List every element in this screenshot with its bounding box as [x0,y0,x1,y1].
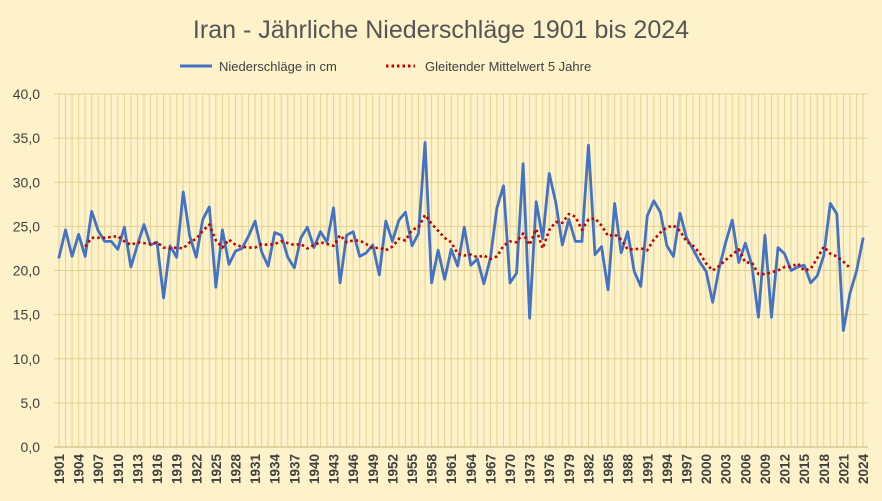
x-tick-label: 2009 [758,454,773,484]
x-tick-label: 1946 [346,454,361,485]
legend-item-mittelwert: Gleitender Mittelwert 5 Jahre [386,59,591,74]
x-tick-label: 1937 [287,454,302,484]
x-tick-label: 2000 [699,454,714,484]
y-tick-label: 0,0 [21,439,41,455]
x-tick-label: 1925 [209,454,224,485]
series-line-mittelwert [84,212,851,276]
x-tick-label: 1964 [464,454,479,485]
x-tick-label: 1922 [189,454,204,484]
y-tick-label: 20,0 [13,263,40,279]
axes: 0,0 5,0 10,0 15,0 20,0 25,0 30,0 35,0 40,0 1901 19… [13,86,871,484]
x-tick-label: 2021 [836,454,851,485]
x-tick-label: 1919 [170,454,185,484]
x-tick-label: 1967 [483,454,498,484]
y-tick-label: 15,0 [13,307,40,323]
legend-label-niederschlaege: Niederschläge in cm [219,59,337,74]
x-tick-label: 2006 [738,454,753,485]
y-tick-label: 40,0 [13,86,40,102]
x-tick-label: 1952 [385,454,400,484]
x-tick-label: 2012 [778,454,793,484]
y-tick-label: 35,0 [13,130,40,146]
x-tick-label: 2024 [856,454,871,485]
series-line-niederschlaege [57,141,865,332]
x-tick-label: 1970 [503,454,518,484]
legend: Niederschläge in cm Gleitender Mittelwer… [180,59,591,74]
grid [54,93,868,448]
x-tick-label: 1904 [72,454,87,485]
x-tick-label: 1988 [621,454,636,485]
x-tick-label: 1979 [562,454,577,484]
x-tick-label: 1997 [680,454,695,484]
x-tick-label: 1994 [660,454,675,485]
x-tick-label: 2015 [797,454,812,485]
y-tick-label: 30,0 [13,174,40,190]
x-tick-label: 1991 [640,454,655,485]
y-tick-label: 25,0 [13,218,40,234]
x-tick-label: 1901 [52,454,67,485]
x-tick-label: 1982 [581,454,596,484]
x-tick-label: 1928 [228,454,243,485]
x-tick-label: 1955 [405,454,420,485]
x-tick-label: 1943 [327,454,342,485]
x-tick-label: 1916 [150,454,165,485]
legend-item-niederschlaege: Niederschläge in cm [180,59,337,74]
x-tick-label: 1958 [425,454,440,485]
chart-title: Iran - Jährliche Niederschläge 1901 bis … [193,16,689,44]
series-layer [57,141,865,332]
x-tick-label: 1973 [523,454,538,485]
x-tick-label: 1961 [444,454,459,485]
y-tick-label: 5,0 [21,395,41,411]
x-tick-label: 1910 [111,454,126,484]
x-tick-label: 1940 [307,454,322,484]
y-tick-label: 10,0 [13,351,40,367]
legend-label-mittelwert: Gleitender Mittelwert 5 Jahre [425,59,591,74]
x-tick-label: 1949 [366,454,381,484]
x-tick-label: 1934 [268,454,283,485]
x-tick-label: 1985 [601,454,616,485]
x-tick-label: 1931 [248,454,263,485]
x-tick-label: 2018 [817,454,832,485]
x-tick-label: 2003 [719,454,734,485]
x-tick-label: 1907 [91,454,106,484]
x-tick-label: 1913 [130,454,145,485]
x-tick-label: 1976 [542,454,557,485]
